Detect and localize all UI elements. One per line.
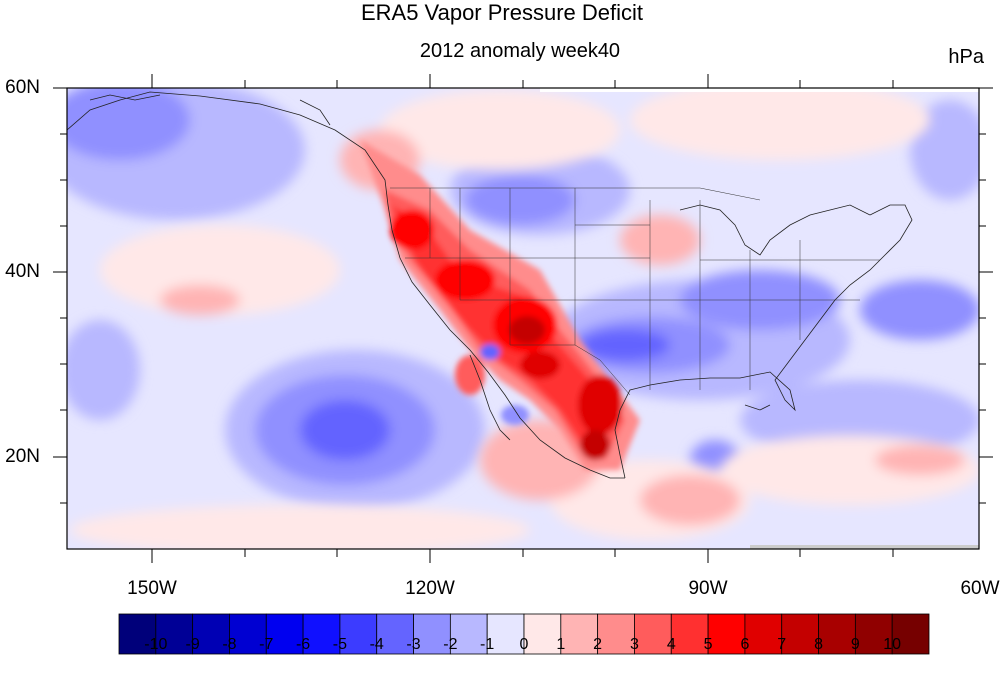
colorbar-tick-label: 4	[666, 636, 676, 653]
coastlines	[67, 91, 913, 479]
colorbar-tick-label: -8	[222, 636, 237, 653]
lon-label-90w: 90W	[688, 578, 728, 599]
colorbar-swatch	[670, 613, 709, 655]
colorbar-tick-label: 7	[777, 636, 787, 653]
map-title: ERA5 Vapor Pressure Deficit	[360, 0, 644, 25]
colorbar-tick-label: 1	[556, 636, 566, 653]
colorbar-swatch	[265, 613, 304, 655]
lat-label-40n: 40N	[5, 261, 40, 282]
colorbar-tick-label: 10	[883, 636, 902, 653]
lon-label-120w: 120W	[405, 578, 455, 599]
map-subtitle: 2012 anomaly week40	[419, 40, 621, 62]
colorbar-swatch	[192, 613, 230, 655]
colorbar-tick-label: 3	[630, 636, 639, 653]
state-borders	[390, 187, 880, 396]
colorbar-tick-label: -2	[443, 636, 458, 653]
colorbar-swatch	[118, 613, 157, 655]
colorbar-swatch	[891, 613, 930, 655]
colorbar-swatch	[634, 613, 672, 655]
colorbar-swatch	[376, 613, 414, 655]
colorbar-tick-label: -1	[480, 636, 495, 653]
colorbar-tick-label: -7	[259, 636, 274, 653]
colorbar-tick-label: 5	[703, 636, 713, 653]
colorbar-swatch	[229, 613, 267, 655]
axis-ticks	[53, 74, 993, 563]
colorbar-tick-label: 2	[593, 636, 603, 653]
colorbar-swatch	[707, 613, 746, 655]
colorbar	[118, 613, 930, 655]
colorbar-tick-label: -4	[369, 636, 384, 653]
units-label: hPa	[948, 46, 984, 68]
lon-label-60w: 60W	[960, 578, 1000, 599]
colorbar-tick-label: -9	[185, 636, 200, 653]
colorbar-tick-label: -10	[144, 636, 168, 653]
colorbar-tick-label: -5	[332, 636, 348, 653]
colorbar-swatch	[155, 613, 194, 655]
colorbar-tick-label: 9	[850, 636, 860, 653]
colorbar-swatch	[781, 613, 819, 655]
colorbar-tick-label: 6	[740, 636, 750, 653]
lon-label-150w: 150W	[127, 578, 177, 599]
lat-label-60n: 60N	[5, 77, 40, 98]
lat-label-20n: 20N	[5, 446, 40, 467]
colorbar-swatch	[560, 613, 599, 655]
colorbar-tick-label: 0	[519, 636, 529, 653]
colorbar-tick-label: -6	[295, 636, 311, 653]
colorbar-swatch	[523, 613, 562, 655]
colorbar-swatch	[339, 613, 378, 655]
colorbar-swatch	[818, 613, 856, 655]
colorbar-swatch	[449, 613, 488, 655]
colorbar-swatch	[597, 613, 635, 655]
colorbar-tick-label: -3	[406, 636, 421, 653]
colorbar-tick-label: 8	[814, 636, 823, 653]
colorbar-swatch	[744, 613, 783, 655]
anomaly-field	[67, 88, 979, 549]
colorbar-swatch	[413, 613, 451, 655]
